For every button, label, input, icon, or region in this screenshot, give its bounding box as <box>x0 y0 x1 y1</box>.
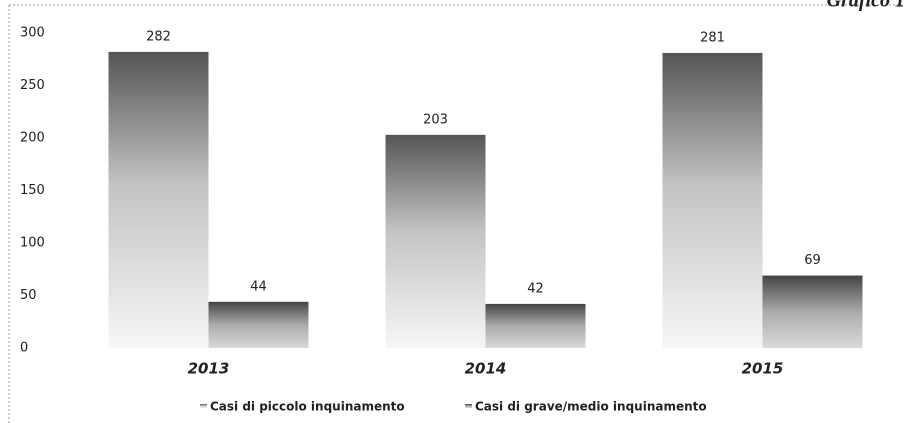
chart-title: Grafico 1 <box>827 0 905 12</box>
bar <box>762 275 863 348</box>
legend-swatch <box>465 404 472 408</box>
legend-swatch <box>200 404 207 408</box>
y-tick-label: 200 <box>20 131 45 146</box>
data-label: 203 <box>423 112 448 127</box>
y-tick-label: 250 <box>20 78 45 93</box>
bar <box>662 52 763 348</box>
y-tick-label: 300 <box>20 26 45 41</box>
y-tick-label: 50 <box>20 288 37 303</box>
x-tick-label: 2013 <box>188 360 230 378</box>
y-tick-label: 0 <box>20 341 28 356</box>
y-tick-label: 150 <box>20 183 45 198</box>
bar <box>485 303 586 348</box>
data-label: 44 <box>250 279 267 294</box>
bar <box>385 134 486 348</box>
data-label: 282 <box>146 29 171 44</box>
legend-label: Casi di piccolo inquinamento <box>210 400 405 414</box>
legend-label: Casi di grave/medio inquinamento <box>475 400 707 414</box>
bar <box>108 51 209 349</box>
data-label: 42 <box>527 281 544 296</box>
data-label: 69 <box>804 253 821 268</box>
data-label: 281 <box>700 30 725 45</box>
x-tick-label: 2014 <box>465 360 507 378</box>
x-tick-label: 2015 <box>742 360 784 378</box>
y-tick-label: 100 <box>20 236 45 251</box>
bar <box>208 301 309 348</box>
